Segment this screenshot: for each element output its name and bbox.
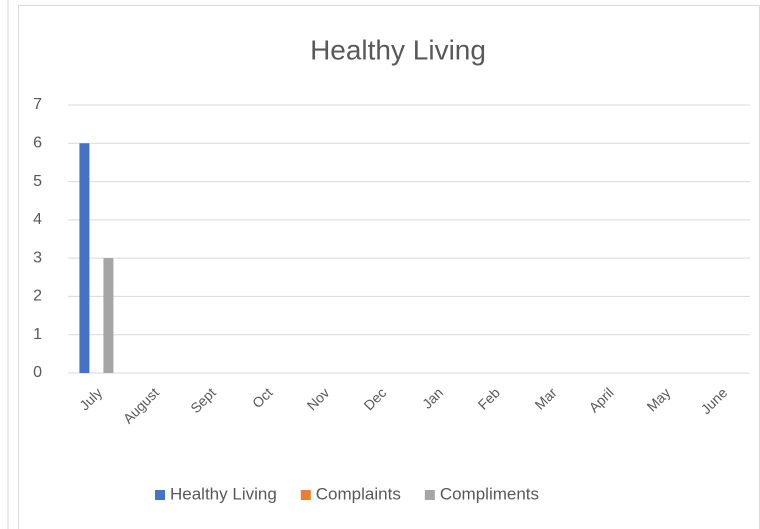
x-tick-label: April [586, 384, 617, 415]
bar [79, 143, 90, 373]
x-tick-label: Feb [475, 384, 504, 413]
legend-swatch [155, 490, 165, 500]
x-tick-label: Dec [360, 384, 389, 413]
y-tick-label: 6 [33, 135, 42, 152]
y-tick-label: 4 [33, 211, 42, 228]
y-tick-label: 7 [33, 96, 42, 113]
legend-swatch [424, 490, 435, 500]
y-tick-label: 5 [33, 173, 42, 190]
y-tick-label: 3 [33, 249, 42, 266]
x-tick-label: Nov [304, 384, 333, 413]
chart-border [18, 5, 760, 529]
x-tick-label: Sept [187, 384, 219, 416]
x-tick-label: Mar [531, 384, 560, 413]
legend-swatch [300, 490, 311, 500]
legend-label: Compliments [440, 484, 539, 503]
x-tick-label: May [643, 384, 673, 414]
y-tick-label: 1 [33, 326, 42, 343]
legend-label: Complaints [316, 484, 401, 503]
y-tick-label: 2 [33, 288, 42, 305]
legend-label: Healthy Living [170, 484, 277, 503]
x-tick-label: July [76, 384, 105, 413]
chart-title: Healthy Living [310, 34, 486, 65]
y-tick-label: 0 [33, 364, 42, 381]
x-tick-label: June [698, 384, 731, 417]
x-tick-label: Jan [419, 384, 446, 411]
x-tick-label: Oct [249, 384, 276, 411]
x-tick-label: August [120, 384, 162, 426]
bar [103, 258, 114, 373]
